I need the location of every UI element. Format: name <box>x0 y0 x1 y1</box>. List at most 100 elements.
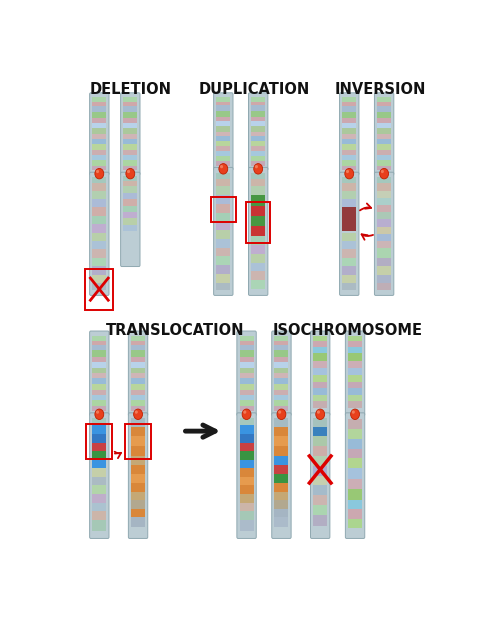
Ellipse shape <box>350 409 360 419</box>
Bar <box>274 384 288 390</box>
Bar <box>348 348 362 353</box>
Bar <box>216 146 230 151</box>
Bar <box>92 494 106 502</box>
Ellipse shape <box>219 164 228 174</box>
Bar <box>240 357 254 362</box>
Bar <box>348 388 362 394</box>
Bar <box>274 368 288 373</box>
Bar <box>274 394 288 401</box>
Bar <box>313 446 327 456</box>
Bar <box>342 249 356 258</box>
Ellipse shape <box>317 411 320 414</box>
Bar <box>313 368 327 375</box>
Bar <box>92 477 106 486</box>
Bar <box>251 226 265 236</box>
Bar <box>274 456 288 464</box>
Bar <box>92 123 106 128</box>
Bar <box>377 241 391 248</box>
Bar <box>251 117 265 121</box>
Bar <box>240 451 254 459</box>
Bar <box>216 195 230 204</box>
Bar <box>251 216 265 226</box>
Bar <box>274 336 288 341</box>
Bar <box>131 456 145 464</box>
Bar <box>92 283 106 291</box>
Bar <box>342 128 356 134</box>
Bar <box>92 368 106 373</box>
Bar <box>124 112 138 118</box>
Bar <box>313 394 327 401</box>
Bar <box>348 353 362 361</box>
Bar <box>131 518 145 527</box>
FancyBboxPatch shape <box>90 173 109 296</box>
Bar <box>342 112 356 118</box>
Ellipse shape <box>380 168 388 179</box>
Bar <box>377 166 391 171</box>
Bar <box>92 406 106 411</box>
Bar <box>240 494 254 502</box>
Bar <box>92 486 106 494</box>
Bar <box>342 266 356 275</box>
Bar <box>274 341 288 345</box>
Bar <box>92 249 106 258</box>
Bar <box>211 197 236 222</box>
Bar <box>348 361 362 368</box>
Bar <box>131 401 145 406</box>
Bar <box>274 345 288 351</box>
Bar <box>377 118 391 123</box>
Bar <box>377 283 391 291</box>
Bar <box>124 193 138 199</box>
Bar <box>348 459 362 468</box>
Bar <box>251 161 265 166</box>
FancyBboxPatch shape <box>272 413 291 539</box>
Bar <box>342 177 356 183</box>
Bar <box>274 509 288 518</box>
Bar <box>313 486 327 495</box>
Bar <box>92 442 106 451</box>
Bar <box>216 161 230 166</box>
Bar <box>216 151 230 156</box>
Bar <box>92 341 106 345</box>
Bar <box>377 134 391 139</box>
Bar <box>251 98 265 102</box>
Bar <box>92 418 106 426</box>
Bar <box>92 378 106 384</box>
Bar <box>251 106 265 111</box>
Bar <box>216 248 230 256</box>
Bar <box>313 515 327 526</box>
Bar <box>216 221 230 230</box>
Bar <box>124 144 138 150</box>
Bar <box>216 282 230 290</box>
Bar <box>216 121 230 126</box>
Bar <box>251 245 265 254</box>
Bar <box>313 426 327 436</box>
Bar <box>377 144 391 150</box>
Bar <box>240 401 254 406</box>
Bar <box>92 336 106 341</box>
FancyBboxPatch shape <box>214 92 233 170</box>
Bar <box>348 429 362 439</box>
Bar <box>377 128 391 134</box>
Bar <box>313 505 327 515</box>
Bar <box>216 102 230 106</box>
Ellipse shape <box>126 168 134 179</box>
Bar <box>348 500 362 509</box>
Bar <box>131 390 145 394</box>
Bar <box>240 406 254 411</box>
Bar <box>131 492 145 500</box>
Bar <box>313 388 327 394</box>
Bar <box>342 166 356 171</box>
Bar <box>313 381 327 388</box>
Bar <box>92 241 106 249</box>
FancyBboxPatch shape <box>237 413 256 539</box>
Bar <box>92 191 106 199</box>
Bar <box>124 102 138 106</box>
Bar <box>313 401 327 408</box>
Bar <box>348 468 362 479</box>
Bar <box>274 378 288 384</box>
Bar <box>348 449 362 459</box>
Bar <box>274 418 288 426</box>
Bar <box>216 117 230 121</box>
Bar <box>251 121 265 126</box>
Bar <box>377 227 391 234</box>
